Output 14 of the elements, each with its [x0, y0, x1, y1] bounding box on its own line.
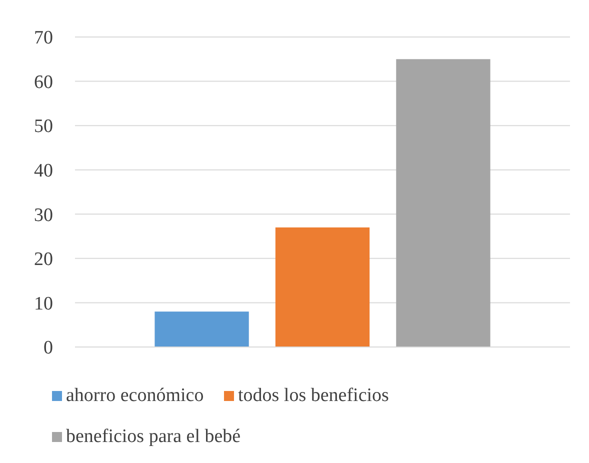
y-tick-label: 60 [34, 72, 53, 93]
y-tick-label: 0 [44, 338, 53, 359]
bar [396, 59, 490, 347]
y-tick-label: 30 [34, 204, 53, 226]
y-tick-label: 10 [34, 293, 53, 314]
y-tick-label: 40 [34, 160, 53, 182]
legend-label: todos los beneficios [238, 385, 389, 406]
y-tick-label: 50 [34, 116, 53, 138]
legend-label: ahorro económico [66, 385, 204, 406]
bar [154, 312, 249, 347]
bar [275, 227, 370, 347]
y-tick-label: 20 [34, 249, 53, 270]
legend-label: beneficios para el bebé [66, 426, 241, 447]
y-tick-label: 70 [34, 28, 53, 49]
